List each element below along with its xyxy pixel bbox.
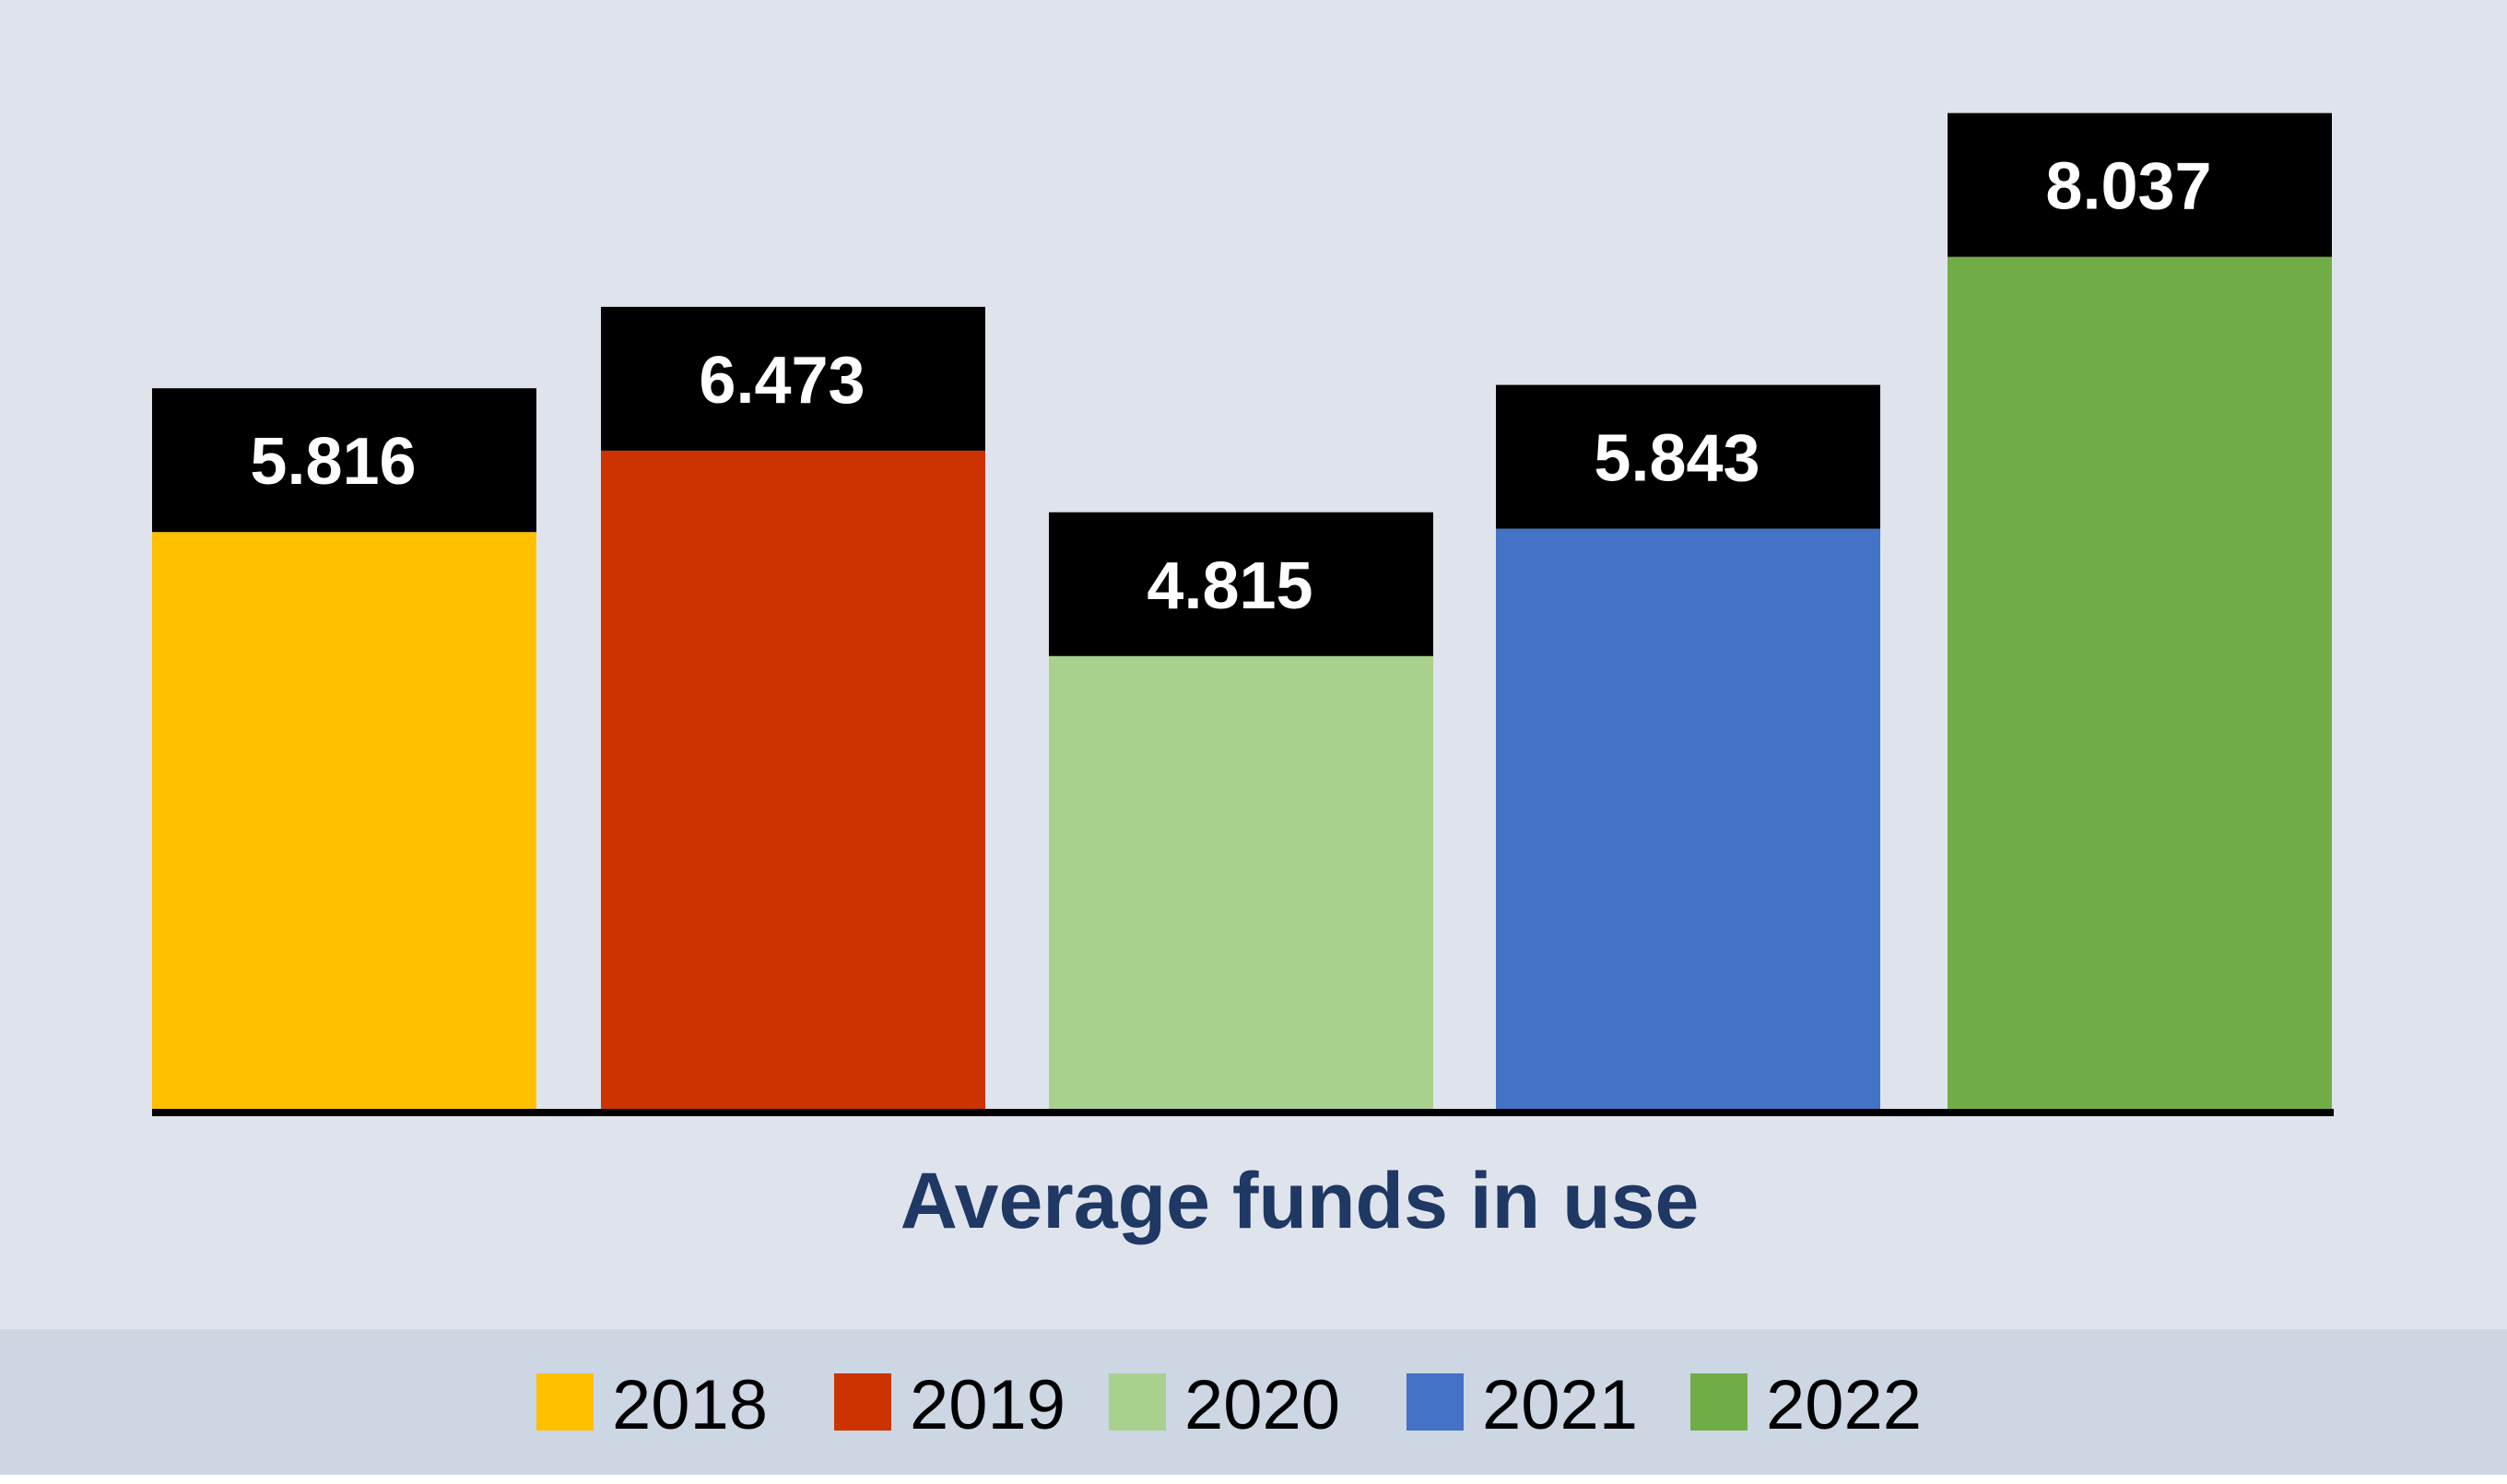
bar-label-box-2020 [1049, 512, 1433, 656]
bar-2021 [1496, 528, 1880, 1109]
legend-swatch-2018 [536, 1373, 594, 1431]
bottom-margin [0, 1475, 2507, 1484]
legend-label-2021: 2021 [1482, 1366, 1638, 1444]
x-axis-label: Average funds in use [900, 1157, 1700, 1245]
bar-2018 [152, 532, 536, 1109]
legend: 2018 2019 2020 2021 2022 [536, 1366, 1922, 1444]
legend-label-2020: 2020 [1184, 1366, 1340, 1444]
bars-group: 5.816 6.473 4.815 5.843 8.037 [152, 112, 2332, 1109]
bar-2022 [1948, 256, 2332, 1109]
legend-swatch-2019 [834, 1373, 891, 1431]
data-label-2019: 6.473 [699, 344, 865, 418]
bar-label-box-2021 [1496, 384, 1880, 529]
bar-2019 [601, 450, 985, 1109]
bar-2020 [1049, 655, 1433, 1109]
legend-background [0, 1329, 2507, 1475]
bar-label-box-2018 [152, 388, 536, 533]
data-label-2022: 8.037 [2045, 150, 2211, 224]
legend-label-2022: 2022 [1766, 1366, 1922, 1444]
data-label-2020: 4.815 [1147, 549, 1312, 623]
data-label-2018: 5.816 [250, 425, 416, 499]
legend-swatch-2021 [1407, 1373, 1464, 1431]
legend-swatch-2022 [1690, 1373, 1748, 1431]
legend-swatch-2020 [1109, 1373, 1166, 1431]
legend-label-2018: 2018 [612, 1366, 768, 1444]
bar-label-box-2022 [1948, 112, 2332, 257]
legend-label-2019: 2019 [910, 1366, 1065, 1444]
data-label-2021: 5.843 [1594, 422, 1760, 496]
bar-label-box-2019 [601, 306, 985, 451]
